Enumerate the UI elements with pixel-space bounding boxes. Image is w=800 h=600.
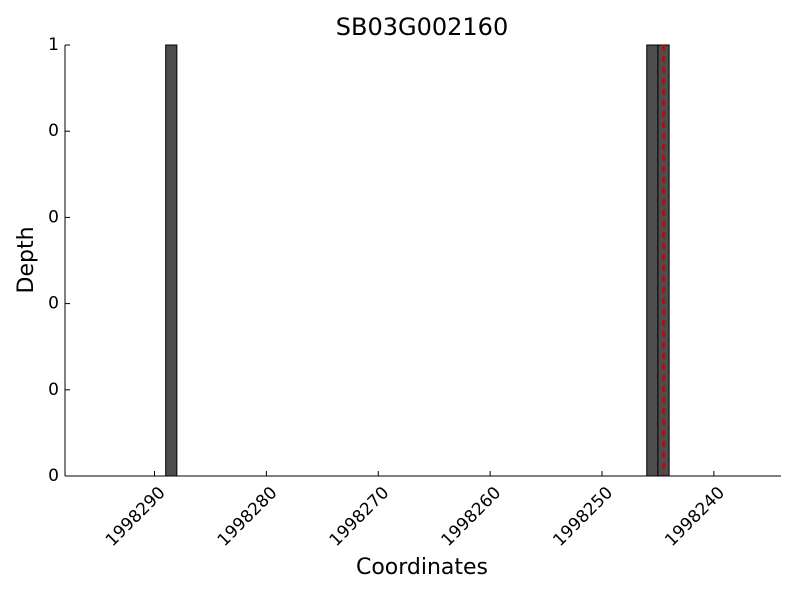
x-tick-label: 1998280	[214, 483, 282, 551]
x-tick-label: 1998240	[661, 483, 729, 551]
y-tick-label: 1	[48, 35, 59, 55]
chart-title: SB03G002160	[336, 13, 508, 41]
x-tick-label: 1998260	[438, 483, 506, 551]
bar	[165, 44, 178, 477]
x-tick-label: 1998290	[102, 483, 170, 551]
y-tick-label: 0	[48, 207, 59, 227]
x-tick-label: 1998270	[326, 483, 394, 551]
y-axis-label: Depth	[14, 226, 39, 293]
y-tick-label: 0	[48, 121, 59, 141]
x-tick-label: 1998250	[549, 483, 617, 551]
y-tick-label: 0	[48, 294, 59, 314]
y-tick-label: 0	[48, 466, 59, 486]
bar	[646, 44, 659, 477]
y-tick-label: 0	[48, 380, 59, 400]
x-axis-label: Coordinates	[356, 555, 488, 580]
